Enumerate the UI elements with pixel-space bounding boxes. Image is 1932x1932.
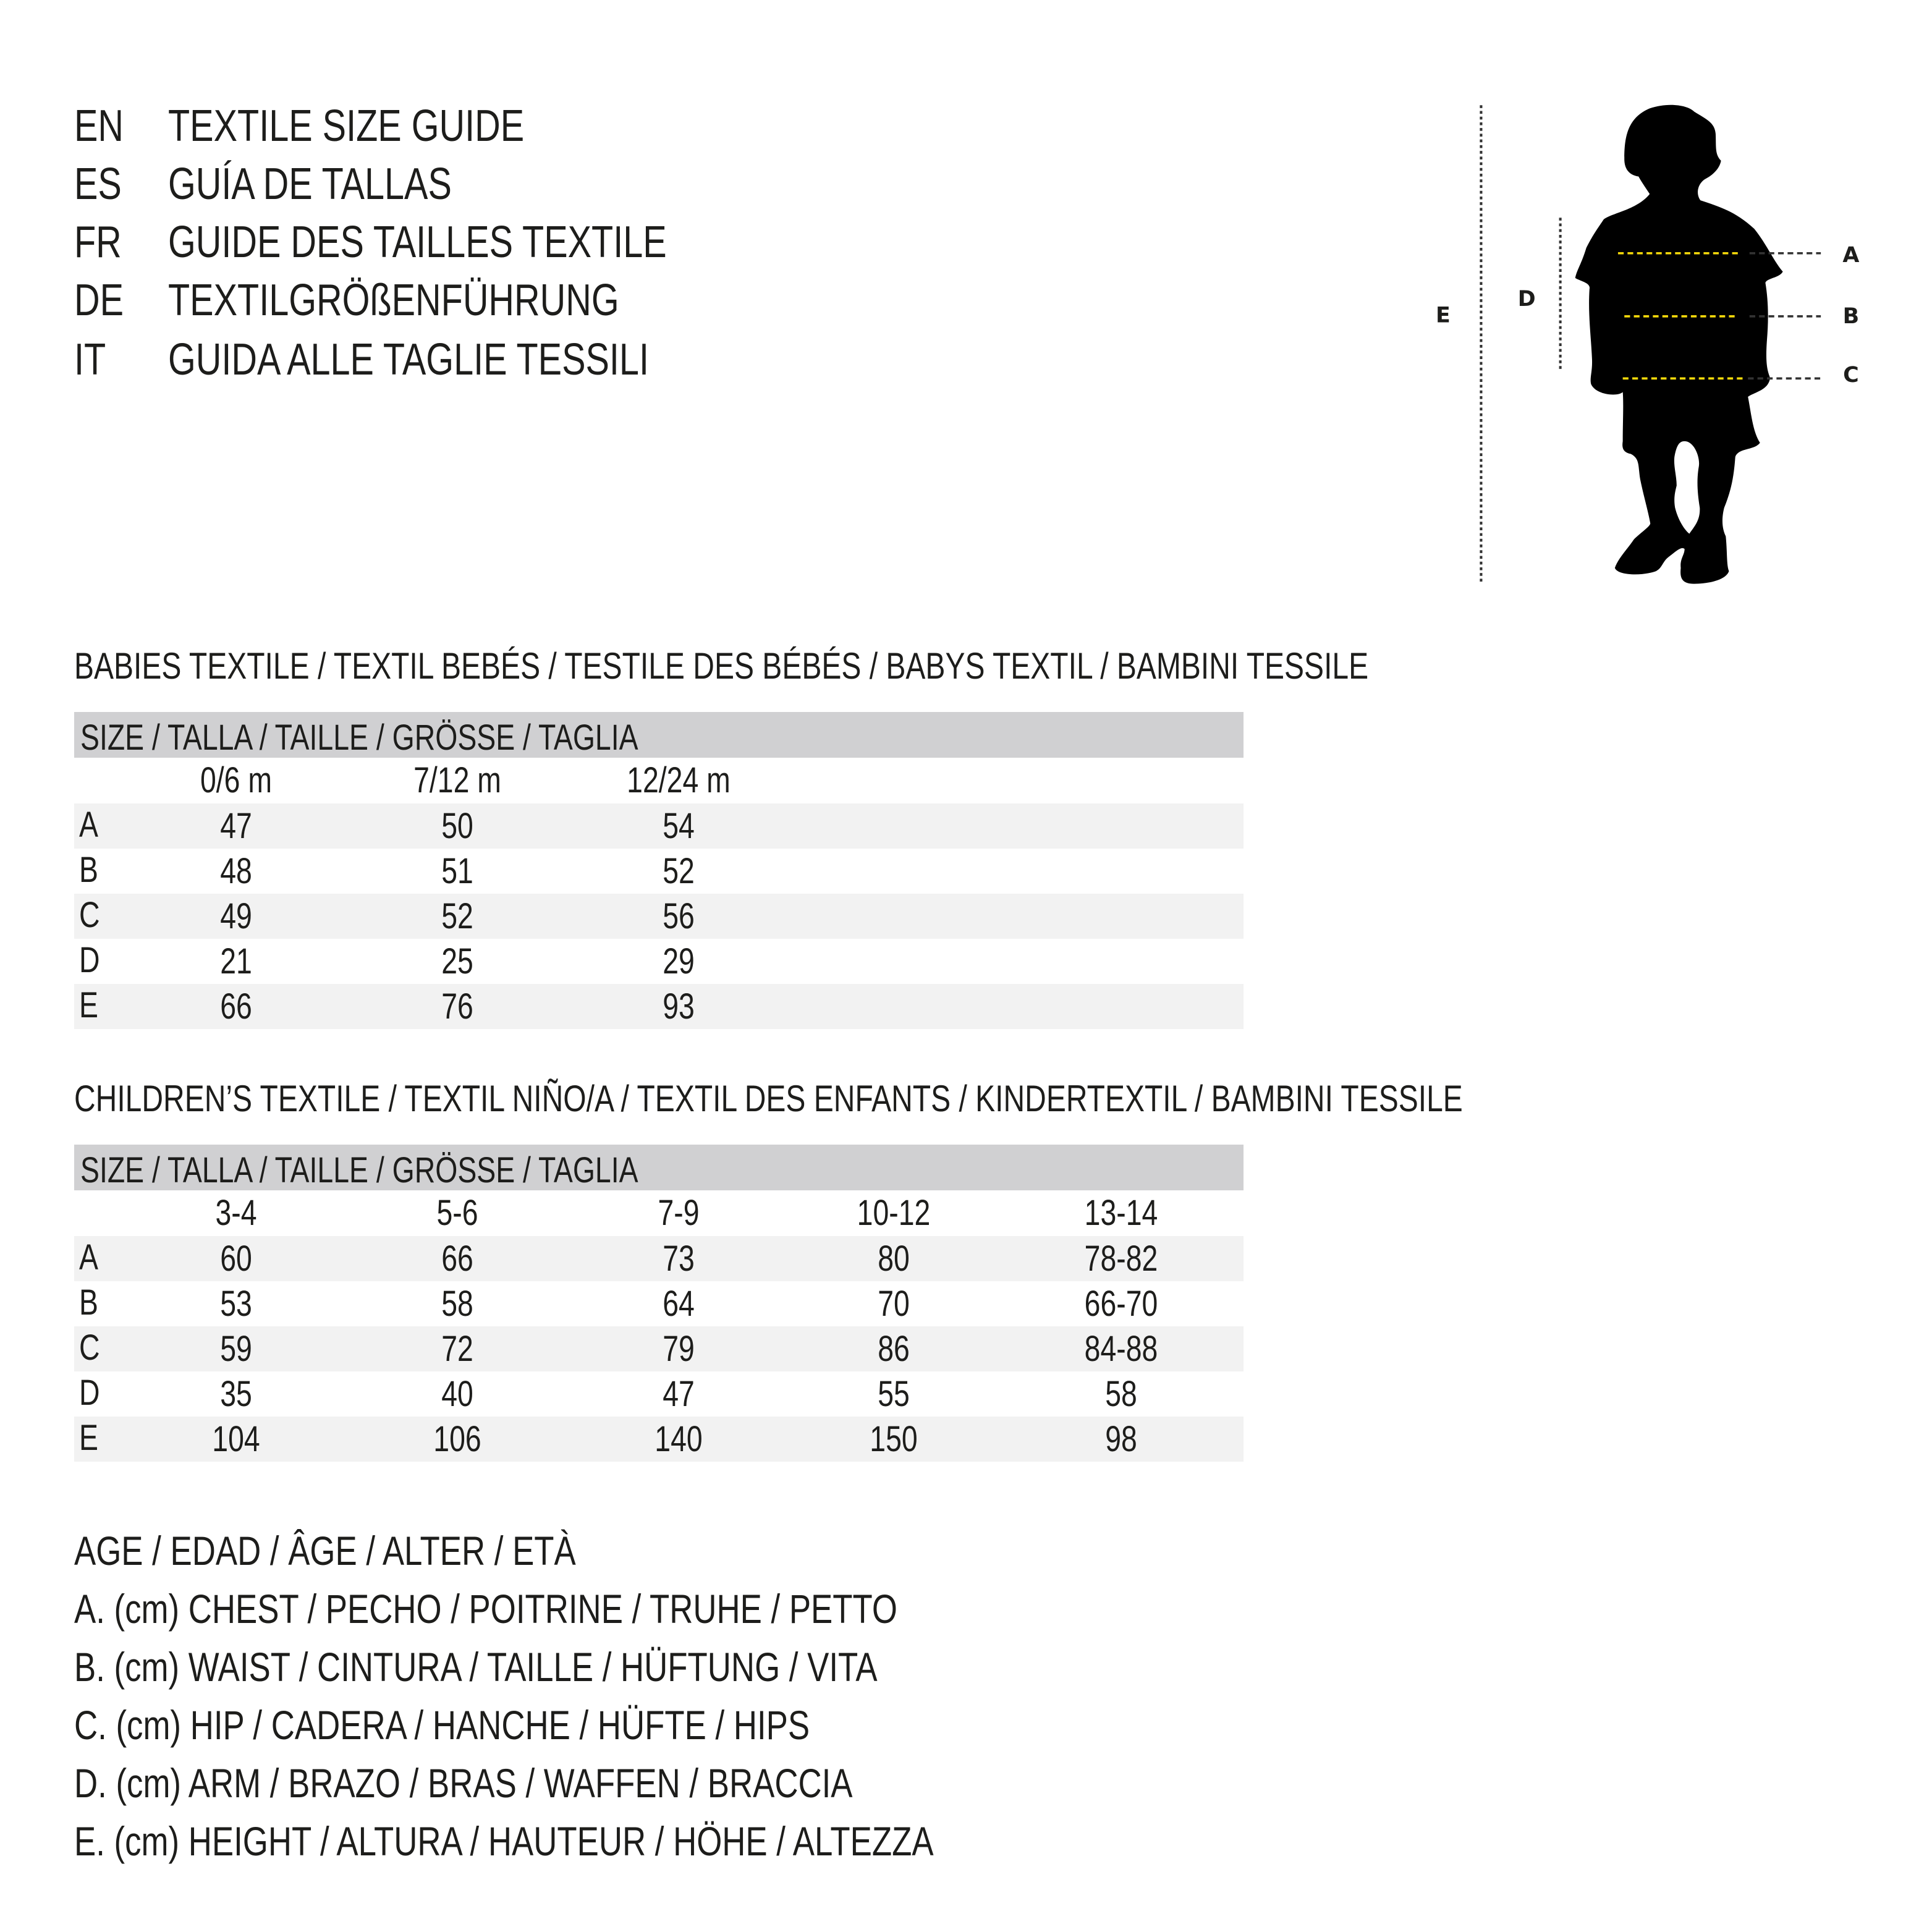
- language-code: ES: [74, 159, 122, 209]
- legend-item: A. (cm) CHEST / PECHO / POITRINE / TRUHE…: [74, 1586, 897, 1632]
- language-code: IT: [74, 335, 106, 384]
- row-label: E: [79, 1418, 98, 1458]
- size-header-band: SIZE / TALLA / TAILLE / GRÖSSE / TAGLIA: [74, 1145, 1244, 1190]
- table-row: B 48 51 52: [74, 849, 1244, 894]
- table-cell: 35: [220, 1374, 252, 1414]
- column-header-row: 0/6 m 7/12 m 12/24 m: [74, 758, 1244, 803]
- column-header-row: 3-4 5-6 7-9 10-12 13-14: [74, 1190, 1244, 1235]
- table-cell: 70: [878, 1284, 910, 1324]
- table-cell: 40: [441, 1374, 473, 1414]
- table-cell: 73: [663, 1239, 695, 1279]
- table-cell: 51: [441, 851, 473, 891]
- table-cell: 47: [220, 806, 252, 846]
- guide-title: GUIDA ALLE TAGLIE TESSILI: [168, 335, 649, 384]
- table-cell: 150: [870, 1419, 918, 1459]
- row-label: B: [79, 850, 98, 890]
- table-cell: 49: [220, 896, 252, 936]
- table-cell: 98: [1105, 1419, 1137, 1459]
- table-cell: 48: [220, 851, 252, 891]
- row-label: B: [79, 1282, 98, 1323]
- table-cell: 52: [663, 851, 695, 891]
- size-header-band: SIZE / TALLA / TAILLE / GRÖSSE / TAGLIA: [74, 712, 1244, 758]
- legend-item: E. (cm) HEIGHT / ALTURA / HAUTEUR / HÖHE…: [74, 1818, 934, 1864]
- guide-title: GUÍA DE TALLAS: [168, 159, 452, 209]
- column-header: 7-9: [658, 1193, 700, 1233]
- column-header: 7/12 m: [413, 760, 501, 800]
- table-row: C 59 72 79 86 84-88: [74, 1326, 1244, 1371]
- table-cell: 55: [878, 1374, 910, 1414]
- table-cell: 60: [220, 1239, 252, 1279]
- table-cell: 80: [878, 1239, 910, 1279]
- table-cell: 50: [441, 806, 473, 846]
- table-row: D 21 25 29: [74, 939, 1244, 984]
- table-row: A 47 50 54: [74, 803, 1244, 849]
- table-cell: 106: [433, 1419, 481, 1459]
- table-cell: 72: [441, 1329, 473, 1369]
- row-label: D: [79, 1373, 100, 1413]
- table-cell: 76: [441, 986, 473, 1027]
- legend-item: C. (cm) HIP / CADERA / HANCHE / HÜFTE / …: [74, 1702, 810, 1748]
- table-row: E 66 76 93: [74, 984, 1244, 1029]
- table-row: A 60 66 73 80 78-82: [74, 1236, 1244, 1281]
- column-header: 5-6: [436, 1193, 478, 1233]
- legend-item: B. (cm) WAIST / CINTURA / TAILLE / HÜFTU…: [74, 1644, 878, 1690]
- guide-title: GUIDE DES TAILLES TEXTILE: [168, 218, 667, 267]
- column-header: 13-14: [1084, 1193, 1158, 1233]
- label-d: D: [1518, 287, 1536, 311]
- table-cell: 47: [663, 1374, 695, 1414]
- column-header: 0/6 m: [200, 760, 273, 800]
- table-cell: 52: [441, 896, 473, 936]
- row-label: C: [79, 895, 100, 935]
- table-row: D 35 40 47 55 58: [74, 1371, 1244, 1417]
- row-label: E: [79, 985, 98, 1025]
- table-cell: 29: [663, 941, 695, 981]
- size-header-label: SIZE / TALLA / TAILLE / GRÖSSE / TAGLIA: [80, 718, 638, 758]
- table-cell: 54: [663, 806, 695, 846]
- table-row: E 104 106 140 150 98: [74, 1417, 1244, 1462]
- table-cell: 21: [220, 941, 252, 981]
- child-silhouette-icon: [1575, 104, 1783, 584]
- size-header-label: SIZE / TALLA / TAILLE / GRÖSSE / TAGLIA: [80, 1150, 638, 1190]
- row-label: C: [79, 1328, 100, 1368]
- children-section-title: CHILDREN’S TEXTILE / TEXTIL NIÑO/A / TEX…: [74, 1078, 1463, 1119]
- label-e: E: [1436, 303, 1451, 328]
- row-label: A: [79, 1237, 98, 1277]
- language-code: FR: [74, 218, 122, 267]
- column-header: 10-12: [857, 1193, 931, 1233]
- table-cell: 25: [441, 941, 473, 981]
- legend-item: AGE / EDAD / ÂGE / ALTER / ETÀ: [74, 1528, 576, 1574]
- table-row: C 49 52 56: [74, 894, 1244, 939]
- table-cell: 86: [878, 1329, 910, 1369]
- column-header: 12/24 m: [627, 760, 731, 800]
- table-cell: 58: [1105, 1374, 1137, 1414]
- column-header: 3-4: [215, 1193, 257, 1233]
- table-cell: 58: [441, 1284, 473, 1324]
- language-code: DE: [74, 276, 124, 325]
- table-cell: 104: [212, 1419, 260, 1459]
- legend-item: D. (cm) ARM / BRAZO / BRAS / WAFFEN / BR…: [74, 1760, 853, 1806]
- table-cell: 59: [220, 1329, 252, 1369]
- label-b: B: [1843, 304, 1860, 329]
- table-cell: 64: [663, 1284, 695, 1324]
- table-cell: 66-70: [1084, 1284, 1158, 1324]
- table-cell: 66: [220, 986, 252, 1027]
- table-cell: 56: [663, 896, 695, 936]
- row-label: A: [79, 805, 98, 845]
- child-silhouette-figure: A B C D E: [1436, 104, 1860, 584]
- table-cell: 93: [663, 986, 695, 1027]
- label-a: A: [1842, 243, 1859, 268]
- table-cell: 79: [663, 1329, 695, 1369]
- label-c: C: [1843, 363, 1859, 388]
- row-label: D: [79, 940, 100, 980]
- table-row: B 53 58 64 70 66-70: [74, 1281, 1244, 1326]
- guide-title: TEXTILGRÖßENFÜHRUNG: [168, 276, 619, 325]
- table-cell: 140: [655, 1419, 703, 1459]
- babies-section-title: BABIES TEXTILE / TEXTIL BEBÉS / TESTILE …: [74, 645, 1369, 687]
- table-cell: 53: [220, 1284, 252, 1324]
- table-cell: 84-88: [1084, 1329, 1158, 1369]
- guide-title: TEXTILE SIZE GUIDE: [168, 101, 525, 151]
- language-code: EN: [74, 101, 124, 151]
- table-cell: 78-82: [1084, 1239, 1158, 1279]
- table-cell: 66: [441, 1239, 473, 1279]
